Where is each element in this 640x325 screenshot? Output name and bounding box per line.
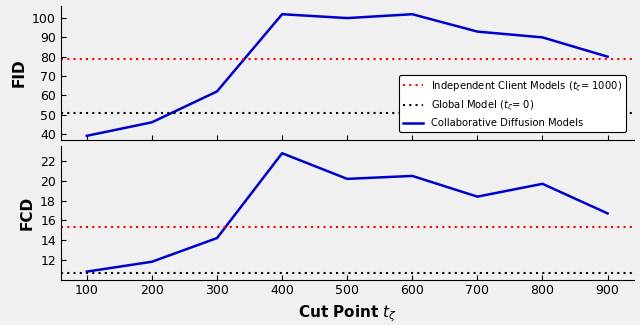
Collaborative Diffusion Models bbox=[474, 30, 481, 33]
Global Model ($t_{\zeta}$= 0) bbox=[18, 111, 26, 115]
Collaborative Diffusion Models bbox=[148, 120, 156, 124]
Y-axis label: FCD: FCD bbox=[19, 196, 35, 230]
Collaborative Diffusion Models bbox=[278, 12, 286, 16]
Collaborative Diffusion Models bbox=[539, 35, 547, 39]
Collaborative Diffusion Models bbox=[408, 12, 416, 16]
Global Model ($t_{\zeta}$= 0) bbox=[19, 111, 26, 115]
X-axis label: Cut Point $t_{\zeta}$: Cut Point $t_{\zeta}$ bbox=[298, 303, 397, 323]
Collaborative Diffusion Models bbox=[213, 89, 221, 93]
Collaborative Diffusion Models bbox=[344, 16, 351, 20]
Y-axis label: FID: FID bbox=[12, 59, 26, 87]
Legend: Independent Client Models ($t_{\zeta}$= 1000), Global Model ($t_{\zeta}$= 0), Co: Independent Client Models ($t_{\zeta}$= … bbox=[399, 75, 626, 132]
Independent Client Models ($t_{\zeta}$= 1000) bbox=[19, 57, 26, 60]
Line: Collaborative Diffusion Models: Collaborative Diffusion Models bbox=[87, 14, 607, 136]
Independent Client Models ($t_{\zeta}$= 1000) bbox=[18, 57, 26, 60]
Collaborative Diffusion Models bbox=[604, 55, 611, 58]
Collaborative Diffusion Models bbox=[83, 134, 91, 138]
